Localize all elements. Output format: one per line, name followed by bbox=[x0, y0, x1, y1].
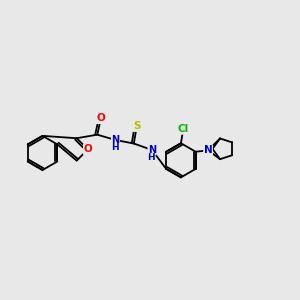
Text: N: N bbox=[112, 135, 120, 145]
Text: N: N bbox=[204, 145, 212, 155]
Text: H: H bbox=[147, 153, 154, 162]
Text: O: O bbox=[83, 144, 92, 154]
Text: Cl: Cl bbox=[178, 124, 189, 134]
Text: H: H bbox=[111, 143, 119, 152]
Text: S: S bbox=[133, 122, 140, 131]
Text: N: N bbox=[148, 145, 156, 155]
Text: O: O bbox=[97, 113, 105, 124]
